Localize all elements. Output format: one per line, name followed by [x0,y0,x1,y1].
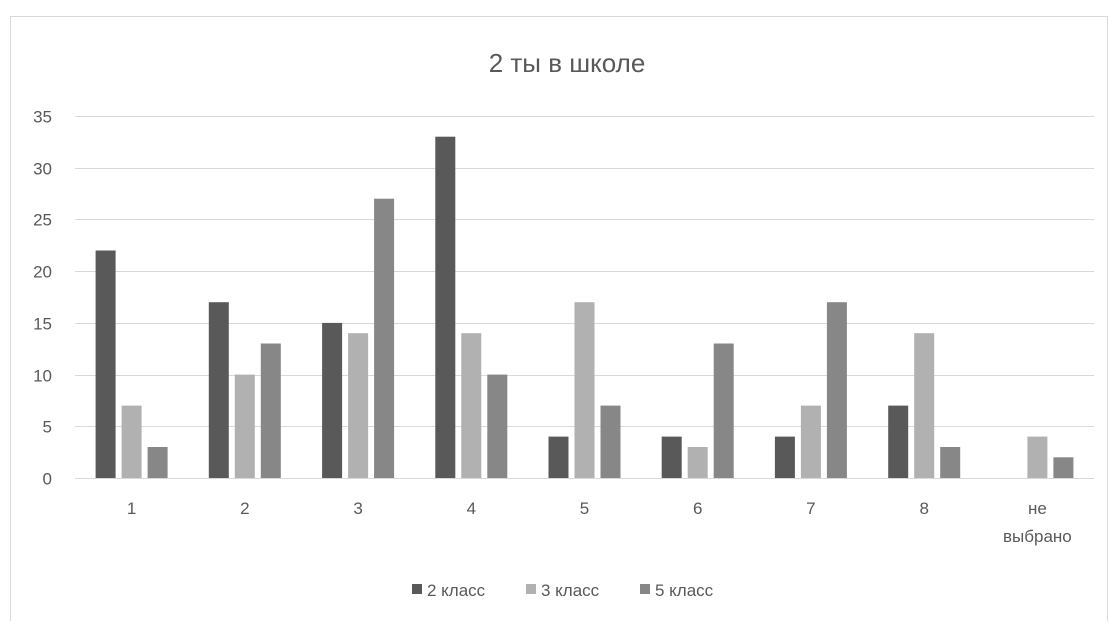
bar [322,322,343,478]
bar [435,136,456,478]
bar [713,343,734,478]
bars [95,136,1074,478]
x-tick-label: 7 [806,499,815,518]
x-tick-label-line: не [1028,499,1047,518]
y-tick-label: 15 [33,315,52,334]
x-tick-label: 1 [127,499,136,518]
bar [800,405,821,478]
x-tick-label: 4 [467,499,476,518]
x-tick-label: 8 [919,499,928,518]
x-axis-ticks: 1 2 3 4 5 6 7 8 не выбрано [127,499,1072,546]
bar [914,333,935,478]
y-tick-label: 30 [33,160,52,179]
x-tick-label-line: 3 [353,499,362,518]
x-tick-label: 6 [693,499,702,518]
bar [600,405,621,478]
legend-swatch [526,584,536,594]
legend-label: 5 класс [655,581,714,600]
bar [147,447,168,478]
bar [1027,436,1048,478]
bar [95,250,116,478]
y-tick-label: 25 [33,211,52,230]
bar [234,374,255,478]
x-tick-label-line: 7 [806,499,815,518]
bar [548,436,569,478]
x-tick-label-line: 2 [240,499,249,518]
y-tick-label: 5 [43,418,52,437]
x-tick-label-line: выбрано [1003,527,1072,546]
chart-title: 2 ты в школе [489,48,646,78]
y-tick-label: 0 [43,470,52,489]
bar [487,374,508,478]
x-tick-label-line: 5 [580,499,589,518]
x-tick-label: 2 [240,499,249,518]
legend-swatch [640,584,650,594]
legend-swatch [412,584,422,594]
legend-label: 2 класс [427,581,486,600]
bar [574,302,595,478]
legend: 2 класс 3 класс 5 класс [412,581,714,600]
y-tick-label: 20 [33,263,52,282]
x-tick-label-line: 4 [467,499,476,518]
x-tick-label-line: 8 [919,499,928,518]
bar [260,343,281,478]
x-tick-label: 5 [580,499,589,518]
y-tick-label: 10 [33,367,52,386]
bar [121,405,142,478]
bar [461,333,482,478]
bar [687,447,708,478]
y-tick-label: 35 [33,108,52,127]
y-axis-ticks: 0 5 10 15 20 25 30 35 [33,108,52,489]
x-tick-label: не выбрано [1003,499,1072,546]
bar [826,302,847,478]
x-tick-label-line: 1 [127,499,136,518]
bar [888,405,909,478]
bar [208,302,229,478]
legend-label: 3 класс [541,581,600,600]
x-tick-label: 3 [353,499,362,518]
bar [1053,457,1074,478]
x-tick-label-line: 6 [693,499,702,518]
bar [348,333,369,478]
bar [940,447,961,478]
bar [774,436,795,478]
bar [374,198,395,478]
bar [661,436,682,478]
